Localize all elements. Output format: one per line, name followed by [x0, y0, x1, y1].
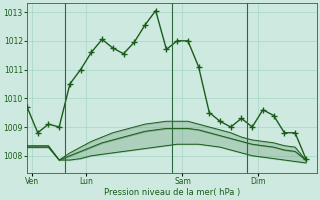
X-axis label: Pression niveau de la mer( hPa ): Pression niveau de la mer( hPa )	[104, 188, 240, 197]
